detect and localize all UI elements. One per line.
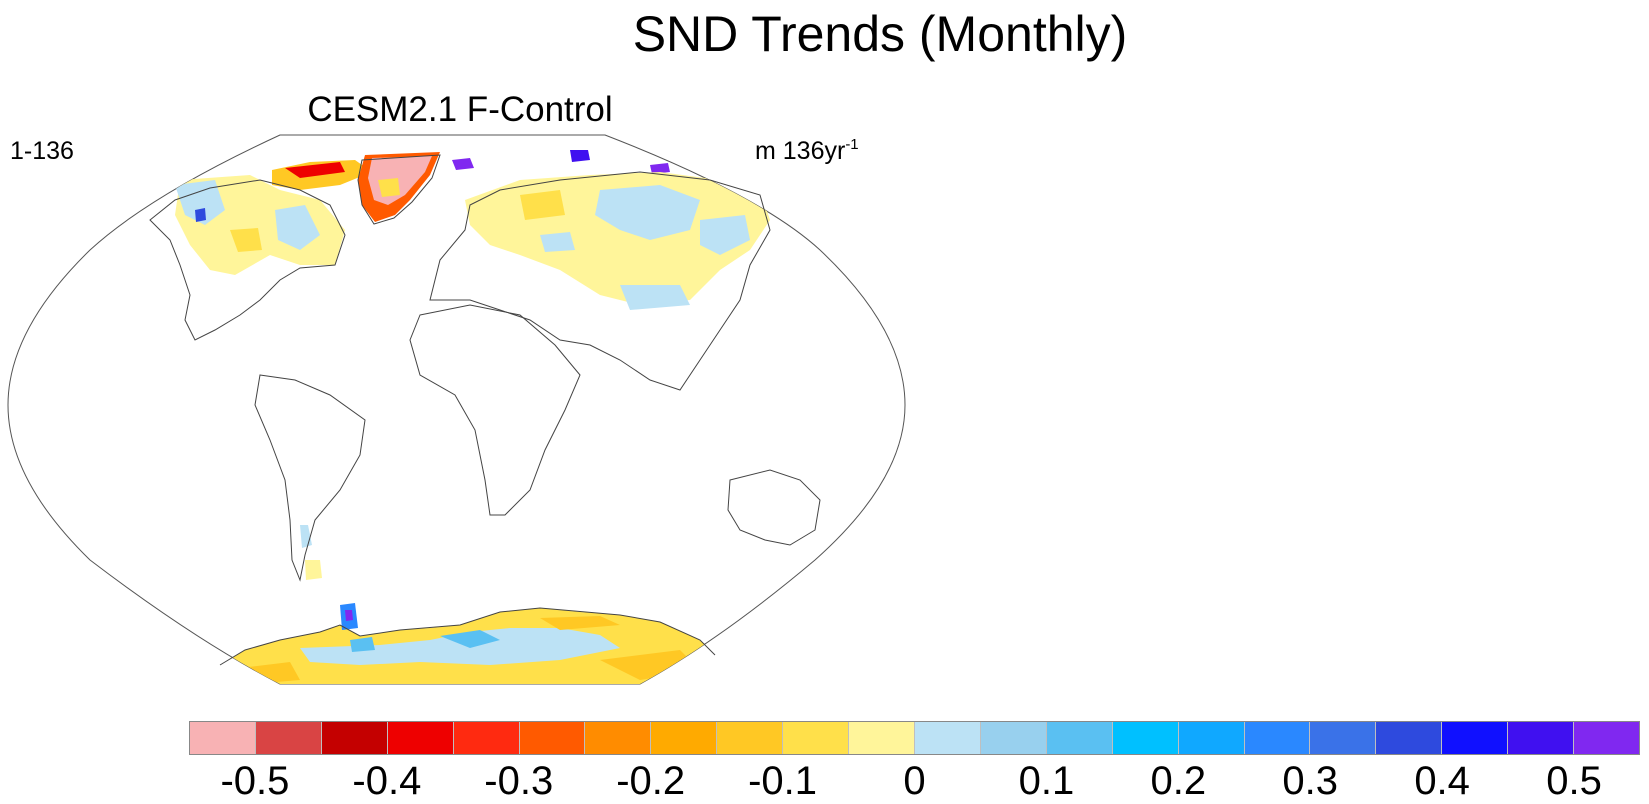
coast-africa: [409, 304, 581, 516]
colorbar-swatch: [1112, 722, 1179, 754]
colorbar-swatch: [980, 722, 1047, 754]
snow-field-eurasia: [465, 172, 770, 310]
snow-field-north-america: [175, 175, 345, 580]
colorbar-tick-label: 0.4: [1414, 759, 1470, 803]
colorbar-swatch: [519, 722, 586, 754]
units-text: m 136yr: [755, 137, 846, 165]
coastlines: [149, 154, 821, 666]
figure-title: SND Trends (Monthly): [632, 6, 1128, 62]
snow-field-greenland: [272, 150, 670, 222]
colorbar-swatch: [321, 722, 388, 754]
colorbar-swatch: [255, 722, 322, 754]
colorbar-tick-label: 0.2: [1150, 759, 1207, 803]
coast-greenland: [357, 154, 441, 225]
colorbar-swatch: [1310, 722, 1377, 754]
colorbar-swatch: [1046, 722, 1113, 754]
colorbar-swatch: [1244, 722, 1311, 754]
colorbar-swatch: [190, 722, 256, 754]
colorbar-swatch: [849, 722, 915, 754]
colorbar-tick-label: -0.2: [616, 759, 686, 803]
colorbar: [189, 721, 1640, 755]
colorbar-tick-label: 0: [903, 759, 926, 803]
colorbar-tick-label: 0.5: [1546, 759, 1602, 803]
period-label: 1-136: [10, 137, 74, 165]
colorbar-swatch: [1178, 722, 1245, 754]
colorbar-tick-label: 0.1: [1018, 759, 1075, 803]
colorbar-swatch: [585, 722, 652, 754]
colorbar-swatch: [783, 722, 850, 754]
coast-europe-asia: [429, 171, 771, 391]
colorbar-swatch: [651, 722, 718, 754]
colorbar-swatch: [453, 722, 520, 754]
coast-antarctica: [219, 607, 716, 666]
colorbar-swatch: [1442, 722, 1509, 754]
coast-south-america: [254, 374, 366, 582]
colorbar-swatch: [914, 722, 981, 754]
colorbar-swatch: [1574, 722, 1639, 754]
colorbar-tick-label: -0.5: [220, 759, 290, 803]
colorbar-swatch: [1508, 722, 1575, 754]
colorbar-swatch: [387, 722, 454, 754]
colorbar-tick-label: 0.3: [1282, 759, 1339, 803]
colorbar-tick-label: -0.1: [748, 759, 818, 803]
panel-subtitle: CESM2.1 F-Control: [307, 90, 613, 129]
colorbar-tick-label: -0.4: [352, 759, 422, 803]
units-label: m 136yr-1: [755, 130, 859, 166]
coast-australia: [727, 469, 821, 546]
colorbar-tick-labels: -0.5 -0.4 -0.3 -0.2 -0.1 0 0.1 0.2 0.3 0.4 0.5: [0, 760, 1649, 804]
colorbar-swatch: [717, 722, 784, 754]
units-exponent: -1: [845, 136, 859, 153]
colorbar-swatch: [1376, 722, 1443, 754]
colorbar-tick-label: -0.3: [484, 759, 554, 803]
map-boundary: [7, 134, 906, 685]
coast-north-america: [149, 179, 346, 341]
